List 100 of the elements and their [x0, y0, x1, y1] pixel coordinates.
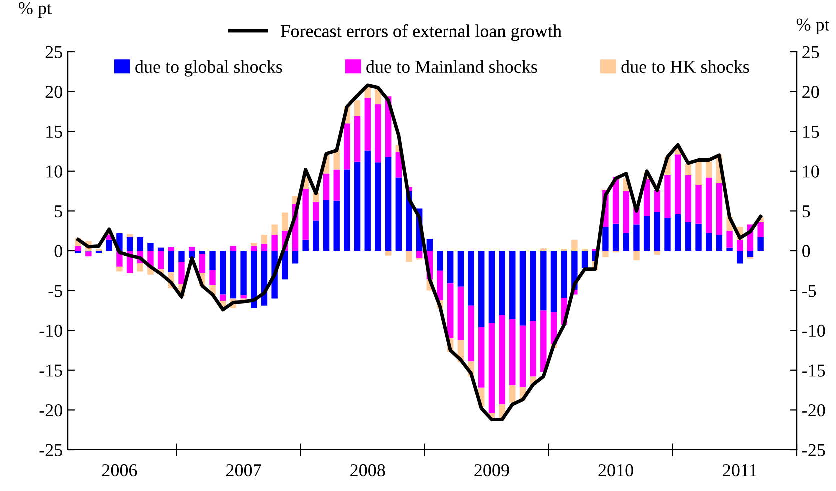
bar — [602, 251, 609, 258]
bar — [323, 200, 330, 251]
bar — [664, 175, 671, 218]
bar — [220, 294, 226, 302]
bar — [178, 262, 185, 284]
y2-tick-label: 5 — [802, 206, 810, 218]
bar — [158, 251, 164, 270]
y-tick-label: 25 — [46, 46, 62, 58]
bar — [148, 243, 154, 251]
y-tick-label: -15 — [40, 364, 62, 377]
bar — [488, 251, 496, 324]
bar — [540, 310, 547, 372]
bar — [158, 248, 164, 251]
bar — [75, 246, 82, 251]
bar — [354, 116, 361, 162]
bar — [674, 154, 682, 214]
bar — [416, 251, 423, 258]
bar — [137, 264, 144, 272]
bar — [230, 246, 237, 251]
bar — [261, 244, 268, 251]
bar — [685, 164, 692, 176]
y2-tick-label: -20 — [802, 404, 826, 417]
bar — [478, 327, 485, 388]
bar — [199, 254, 206, 274]
bar — [758, 237, 764, 251]
bar — [251, 251, 258, 308]
y-tick-label: -10 — [40, 324, 62, 338]
x-tick-label: 2006 — [102, 464, 138, 477]
bar — [220, 251, 226, 295]
bar — [137, 237, 144, 251]
bar — [644, 216, 650, 251]
y-tick-label: 10 — [46, 166, 62, 178]
line-series — [76, 84, 763, 422]
bar — [510, 386, 516, 404]
bar — [488, 323, 496, 414]
bar — [106, 240, 112, 251]
bar — [499, 315, 506, 405]
bar — [510, 251, 516, 320]
bar — [726, 231, 733, 248]
bar — [447, 251, 454, 284]
y2-tick-label: 20 — [802, 86, 820, 98]
bar — [385, 157, 392, 251]
bar — [385, 251, 392, 256]
x-tick-label: 2011 — [723, 464, 757, 477]
bar — [520, 251, 526, 326]
bar — [664, 218, 671, 251]
bar — [540, 251, 547, 311]
bar — [737, 240, 744, 251]
bar — [282, 212, 288, 232]
bar — [510, 319, 516, 386]
bar — [685, 222, 692, 251]
bar — [323, 174, 330, 200]
bar — [747, 251, 754, 258]
bar — [261, 235, 268, 244]
bar — [334, 200, 340, 251]
legend-label: due to global shocks — [136, 60, 282, 77]
y-tick-label: -20 — [40, 404, 62, 417]
bar — [364, 150, 371, 251]
bar — [499, 251, 506, 316]
bar — [354, 162, 361, 251]
bar — [716, 183, 723, 236]
bar — [210, 251, 216, 270]
bar — [602, 227, 609, 251]
legend-label: due to Mainland shocks — [366, 60, 538, 74]
x-tick-label: 2009 — [474, 464, 510, 477]
bar — [696, 224, 702, 251]
y2-tick-label: -5 — [802, 285, 816, 298]
y-tick-label: 20 — [46, 86, 62, 98]
bar — [623, 191, 630, 234]
bar — [654, 212, 661, 251]
bar — [178, 251, 185, 262]
bar — [758, 222, 764, 238]
bar — [230, 251, 237, 299]
bar — [654, 251, 661, 255]
bar — [251, 243, 258, 246]
bar — [282, 251, 288, 280]
bar — [426, 239, 434, 251]
y-tick-label: -25 — [40, 444, 62, 456]
bar — [447, 284, 454, 339]
bar — [612, 224, 620, 251]
bar — [302, 188, 309, 240]
bar — [199, 251, 206, 254]
y2-tick-label: -15 — [802, 364, 826, 377]
bar — [344, 170, 350, 251]
y2-tick-label: 0 — [802, 245, 810, 258]
bar — [696, 184, 702, 224]
y-tick-label: -5 — [48, 285, 62, 298]
bar — [520, 326, 526, 388]
bar — [251, 246, 258, 251]
y2-tick-label: 10 — [803, 166, 820, 178]
bar — [737, 251, 744, 264]
y2-tick-label: 15 — [803, 126, 820, 138]
y2-axis-title: % pt — [796, 18, 830, 35]
legend-label: Forecast errors of external loan growth — [281, 24, 562, 42]
bar — [530, 321, 536, 377]
bar — [458, 286, 464, 340]
bar — [406, 251, 412, 262]
bar — [644, 179, 650, 216]
bar — [344, 124, 350, 170]
bar — [706, 162, 712, 178]
